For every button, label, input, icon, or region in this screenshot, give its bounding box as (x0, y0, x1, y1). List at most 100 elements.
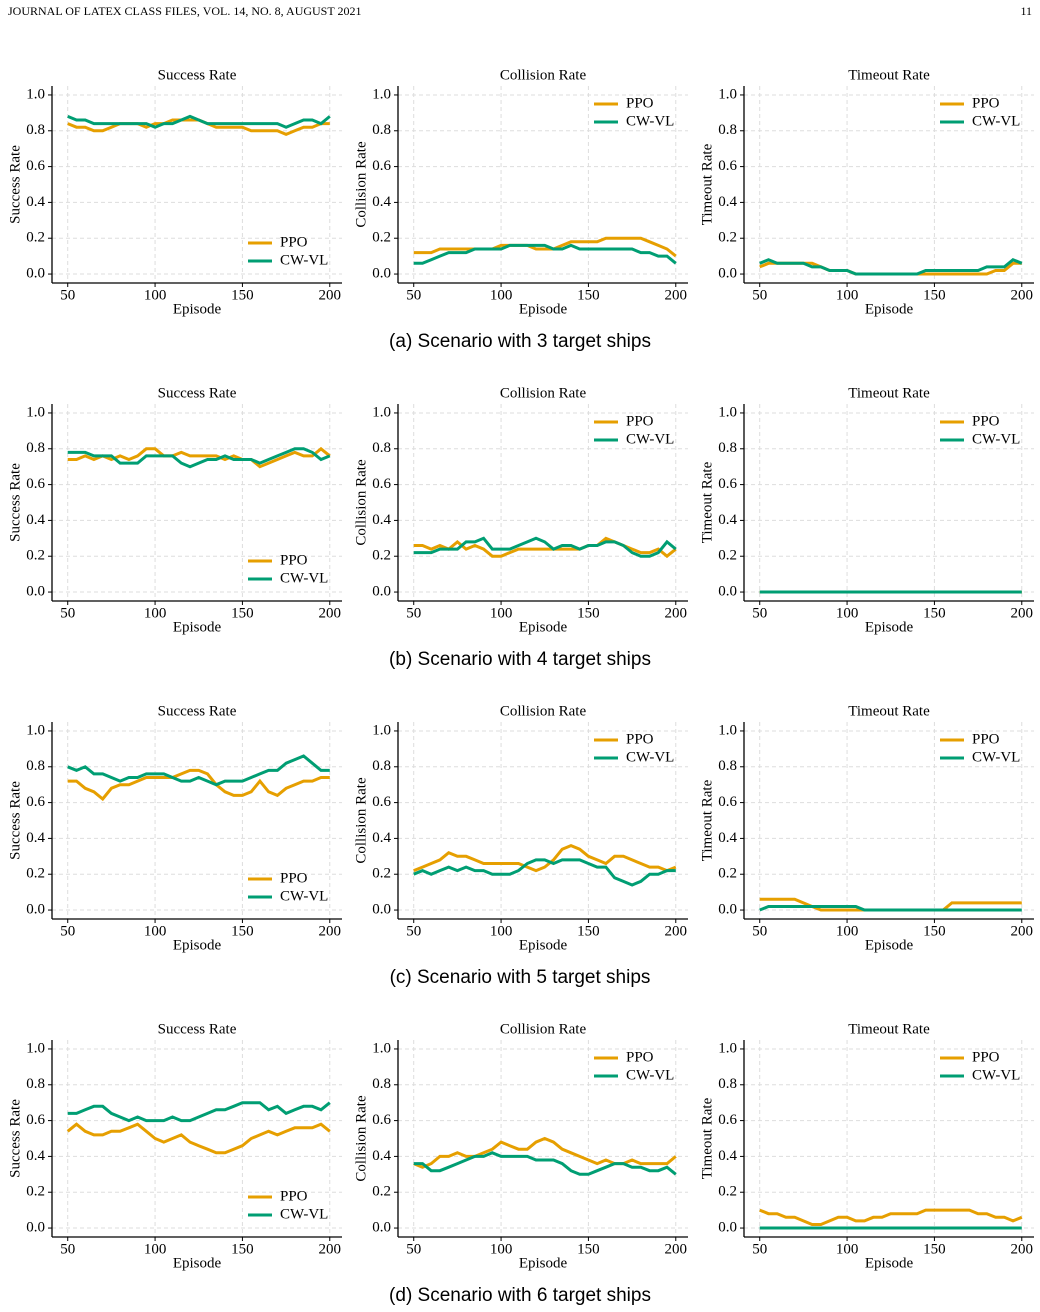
x-tick-label: 150 (231, 1241, 254, 1257)
x-tick-label: 100 (836, 923, 859, 939)
y-tick-label: 0.6 (718, 158, 737, 174)
y-tick-label: 1.0 (26, 1040, 45, 1056)
x-tick-label: 200 (1011, 605, 1034, 621)
x-axis-label: Episode (519, 1255, 568, 1271)
legend-label: PPO (626, 731, 654, 747)
legend-label: CW-VL (626, 1067, 674, 1083)
y-tick-label: 0.0 (718, 901, 737, 917)
x-tick-label: 100 (144, 1241, 167, 1257)
y-tick-label: 1.0 (26, 722, 45, 738)
legend-label: PPO (280, 870, 308, 886)
x-tick-label: 200 (665, 1241, 688, 1257)
y-tick-label: 0.4 (718, 194, 737, 210)
running-header: JOURNAL OF LATEX CLASS FILES, VOL. 14, N… (8, 4, 361, 18)
x-tick-label: 50 (60, 1241, 75, 1257)
x-tick-label: 50 (752, 287, 767, 303)
series-line (67, 754, 330, 787)
y-axis-label: Success Rate (7, 145, 23, 224)
caption: (c) Scenario with 5 target ships (390, 967, 651, 988)
y-axis-label: Collision Rate (353, 777, 369, 864)
y-tick-label: 0.0 (26, 1219, 45, 1235)
chart-title: Success Rate (158, 1021, 237, 1037)
chart-title: Collision Rate (500, 67, 587, 83)
y-tick-label: 0.6 (26, 794, 45, 810)
caption: (a) Scenario with 3 target ships (389, 331, 651, 352)
y-tick-label: 0.0 (26, 583, 45, 599)
x-tick-label: 50 (752, 605, 767, 621)
series-line (413, 536, 677, 559)
x-tick-label: 150 (923, 1241, 946, 1257)
series-line (67, 446, 331, 469)
y-axis-label: Success Rate (7, 1099, 23, 1178)
x-axis-label: Episode (519, 619, 568, 635)
legend-label: PPO (972, 95, 1000, 111)
y-tick-label: 0.2 (26, 230, 45, 246)
y-tick-label: 0.4 (26, 1148, 45, 1164)
x-tick-label: 100 (490, 287, 513, 303)
y-tick-label: 1.0 (718, 86, 737, 102)
y-axis-label: Success Rate (7, 463, 23, 542)
y-tick-label: 0.4 (718, 512, 737, 528)
y-tick-label: 1.0 (372, 86, 391, 102)
legend-label: CW-VL (626, 431, 674, 447)
y-tick-label: 0.4 (372, 1148, 391, 1164)
x-tick-label: 50 (752, 923, 767, 939)
legend-label: CW-VL (280, 252, 328, 268)
y-tick-label: 1.0 (718, 722, 737, 738)
x-axis-label: Episode (519, 301, 568, 317)
x-tick-label: 150 (231, 605, 254, 621)
chart-title: Timeout Rate (848, 703, 930, 719)
legend-label: CW-VL (280, 888, 328, 904)
y-tick-label: 0.4 (372, 194, 391, 210)
chart-title: Success Rate (158, 703, 237, 719)
legend-label: CW-VL (972, 431, 1020, 447)
series-line (67, 114, 331, 129)
y-tick-label: 1.0 (26, 86, 45, 102)
y-tick-label: 0.8 (718, 440, 737, 456)
y-tick-label: 1.0 (26, 404, 45, 420)
legend-label: CW-VL (972, 1067, 1020, 1083)
legend-label: PPO (972, 731, 1000, 747)
x-tick-label: 100 (836, 287, 859, 303)
y-tick-label: 0.4 (718, 1148, 737, 1164)
chart-title: Collision Rate (500, 385, 587, 401)
series-line (413, 243, 677, 265)
series-line (413, 1151, 677, 1176)
y-tick-label: 0.8 (718, 122, 737, 138)
x-tick-label: 200 (665, 287, 688, 303)
x-tick-label: 200 (319, 605, 342, 621)
y-tick-label: 0.8 (372, 758, 391, 774)
y-tick-label: 0.6 (26, 1112, 45, 1128)
y-tick-label: 0.4 (26, 194, 45, 210)
y-tick-label: 0.6 (26, 476, 45, 492)
series-line (413, 236, 677, 258)
y-axis-label: Timeout Rate (699, 779, 715, 861)
x-tick-label: 100 (836, 1241, 859, 1257)
y-tick-label: 0.2 (718, 866, 737, 882)
y-tick-label: 0.4 (718, 830, 737, 846)
y-tick-label: 0.0 (372, 583, 391, 599)
y-tick-label: 0.2 (372, 866, 391, 882)
x-tick-label: 50 (60, 605, 75, 621)
legend-label: PPO (972, 413, 1000, 429)
y-tick-label: 0.8 (26, 758, 45, 774)
x-tick-label: 50 (406, 287, 421, 303)
y-tick-label: 0.0 (718, 265, 737, 281)
series-line (413, 858, 676, 887)
series-line (66, 1122, 331, 1155)
x-tick-label: 150 (923, 605, 946, 621)
x-tick-label: 50 (752, 1241, 767, 1257)
y-tick-label: 1.0 (372, 1040, 391, 1056)
series-line (413, 1136, 677, 1169)
x-tick-label: 150 (577, 1241, 600, 1257)
chart-title: Success Rate (158, 385, 237, 401)
y-tick-label: 0.2 (718, 1184, 737, 1200)
y-tick-label: 0.8 (718, 1076, 737, 1092)
y-axis-label: Timeout Rate (699, 461, 715, 543)
x-tick-label: 200 (665, 605, 688, 621)
series-line (759, 1208, 1023, 1226)
caption: (b) Scenario with 4 target ships (389, 649, 651, 670)
x-tick-label: 200 (319, 923, 342, 939)
y-tick-label: 0.2 (718, 548, 737, 564)
y-tick-label: 0.4 (372, 512, 391, 528)
